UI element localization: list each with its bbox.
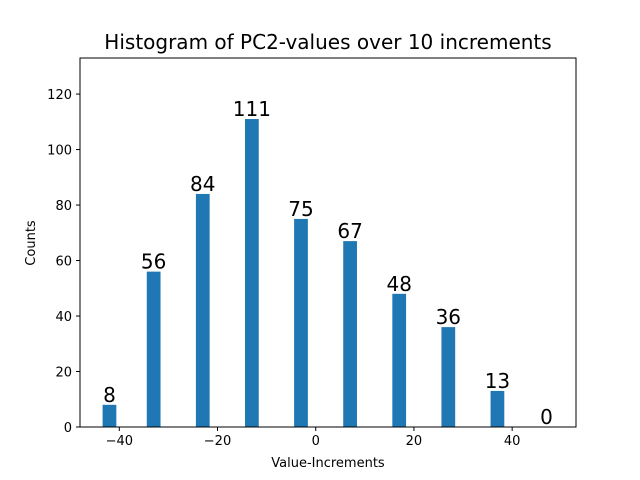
bar-value-label: 111 [233,97,271,121]
y-tick-label: 0 [64,421,72,436]
bar [490,390,505,427]
y-tick-label: 60 [55,255,72,270]
bar [102,404,117,427]
x-tick-label: 20 [406,434,423,449]
plot-frame [79,57,577,428]
bar-value-label: 8 [103,383,116,407]
bar-value-label: 36 [436,305,461,329]
y-axis-label: Counts [24,220,39,266]
bar [146,271,161,427]
bar-value-label: 67 [337,219,362,243]
bar-value-label: 0 [540,405,553,429]
bar-value-label: 48 [386,272,411,296]
bar [195,193,210,427]
bar-value-label: 13 [485,369,510,393]
bar [245,119,259,427]
y-tick-label: 40 [55,310,72,325]
x-tick-label: −40 [106,434,133,449]
x-tick-label: 40 [504,434,521,449]
bar [343,241,357,427]
y-tick-label: 80 [55,199,72,214]
x-tick-label: −20 [204,434,231,449]
x-tick-label: 0 [312,434,320,449]
bar [392,293,407,427]
bar-value-label: 84 [190,172,215,196]
y-tick-label: 120 [47,88,72,103]
bar-value-label: 56 [141,250,166,274]
x-axis-label: Value-Increments [271,456,385,471]
bar-value-label: 75 [288,197,313,221]
y-tick-label: 100 [47,144,72,159]
y-tick-label: 20 [55,366,72,381]
bar [294,218,308,427]
chart-title: Histogram of PC2-values over 10 incremen… [104,30,551,54]
bar [441,327,456,427]
